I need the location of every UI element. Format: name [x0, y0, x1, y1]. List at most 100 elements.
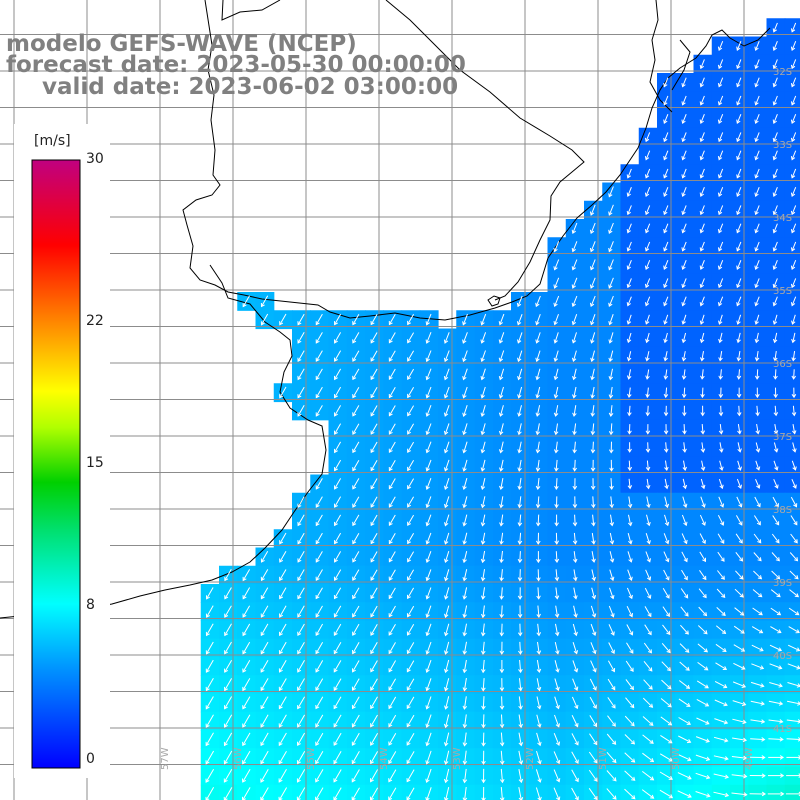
wind-vector — [536, 587, 541, 600]
wind-vector — [481, 768, 486, 784]
wind-vector — [517, 368, 523, 381]
wind-vector — [624, 770, 636, 781]
wind-vector — [662, 624, 671, 636]
wind-vector — [589, 204, 596, 216]
wind-vector — [718, 369, 723, 380]
wind-vector — [443, 786, 450, 800]
wind-vector — [736, 351, 742, 362]
wind-vector — [699, 77, 705, 88]
wind-vector — [754, 496, 761, 508]
wind-vector — [790, 150, 797, 161]
wind-vector — [388, 405, 396, 417]
wind-vector — [444, 532, 450, 545]
wind-vector — [554, 678, 560, 692]
wind-vector — [517, 405, 522, 417]
wind-vector — [351, 787, 360, 800]
wind-vector — [425, 659, 432, 673]
wind-vector — [352, 532, 360, 545]
wind-vector — [606, 733, 617, 745]
wind-vector — [591, 551, 596, 563]
wind-vector — [627, 387, 632, 399]
wind-vector — [352, 496, 360, 508]
wind-vector — [659, 771, 673, 780]
wind-vector — [736, 95, 742, 106]
speed-cell — [784, 383, 800, 403]
wind-vector — [589, 241, 596, 253]
wind-vector — [480, 332, 487, 344]
wind-vector — [388, 660, 397, 673]
wind-vector — [205, 678, 214, 692]
wind-vector — [388, 350, 396, 362]
wind-vector — [260, 605, 269, 618]
wind-vector — [333, 751, 342, 765]
wind-vector — [572, 423, 577, 436]
wind-vector — [462, 768, 468, 784]
wind-vector — [517, 569, 523, 582]
wind-vector — [535, 459, 541, 472]
wind-vector — [772, 296, 778, 307]
wind-vector — [572, 551, 578, 564]
wind-vector — [608, 241, 614, 253]
wind-vector — [572, 514, 578, 527]
wind-vector — [754, 260, 760, 270]
wind-vector — [768, 755, 785, 760]
wind-vector — [315, 569, 323, 581]
wind-vector — [790, 533, 798, 544]
wind-vector — [750, 719, 766, 724]
wind-vector — [573, 587, 578, 600]
wind-vector — [334, 496, 342, 508]
wind-vector — [425, 696, 432, 710]
coastline-lagoon — [649, 0, 691, 113]
wind-vector — [645, 442, 651, 453]
wind-vector — [388, 387, 396, 399]
wind-vector — [737, 424, 742, 435]
wind-vector — [462, 368, 468, 381]
wind-vector — [480, 368, 486, 381]
wind-vector — [315, 696, 324, 710]
wind-vector — [590, 660, 597, 673]
wind-vector — [699, 241, 705, 252]
wind-vector — [315, 678, 324, 692]
wind-vector — [279, 587, 287, 600]
wind-vector — [462, 332, 468, 344]
colorbar-tick-label: 30 — [86, 151, 104, 167]
speed-cell — [784, 456, 800, 476]
wind-vector — [791, 314, 796, 325]
wind-vector — [790, 77, 797, 88]
wind-vector — [334, 313, 342, 326]
wind-vector — [297, 641, 305, 655]
wind-vector — [696, 680, 709, 689]
wind-vector — [224, 659, 233, 673]
wind-vector — [678, 717, 692, 725]
wind-vector — [535, 514, 541, 527]
wind-vector — [737, 442, 742, 453]
wind-vector — [370, 423, 378, 435]
wind-vector — [736, 114, 742, 124]
wind-vector — [223, 768, 233, 783]
wind-vector — [572, 368, 577, 381]
wind-vector — [772, 168, 778, 179]
wind-vector — [736, 278, 742, 289]
wind-vector — [242, 768, 251, 783]
speed-cell — [784, 675, 800, 695]
wind-vector — [608, 204, 614, 216]
wind-vector — [681, 314, 687, 325]
wind-vector — [732, 718, 747, 725]
wind-vector — [536, 660, 542, 674]
longitude-label: 55W — [306, 747, 317, 770]
wind-vector — [772, 41, 778, 51]
wind-vector — [517, 532, 523, 545]
wind-vector — [315, 623, 324, 636]
wind-vector — [626, 351, 632, 362]
wind-vector — [296, 787, 306, 800]
wind-vector — [425, 459, 432, 472]
wind-vector — [535, 787, 542, 800]
wind-vector — [607, 715, 616, 727]
wind-vector — [498, 350, 505, 363]
wind-vector — [699, 223, 705, 234]
wind-vector — [553, 368, 559, 381]
wind-vector — [334, 405, 342, 417]
wind-vector — [627, 424, 632, 435]
speed-cell — [657, 784, 676, 800]
wind-vector — [663, 260, 669, 270]
